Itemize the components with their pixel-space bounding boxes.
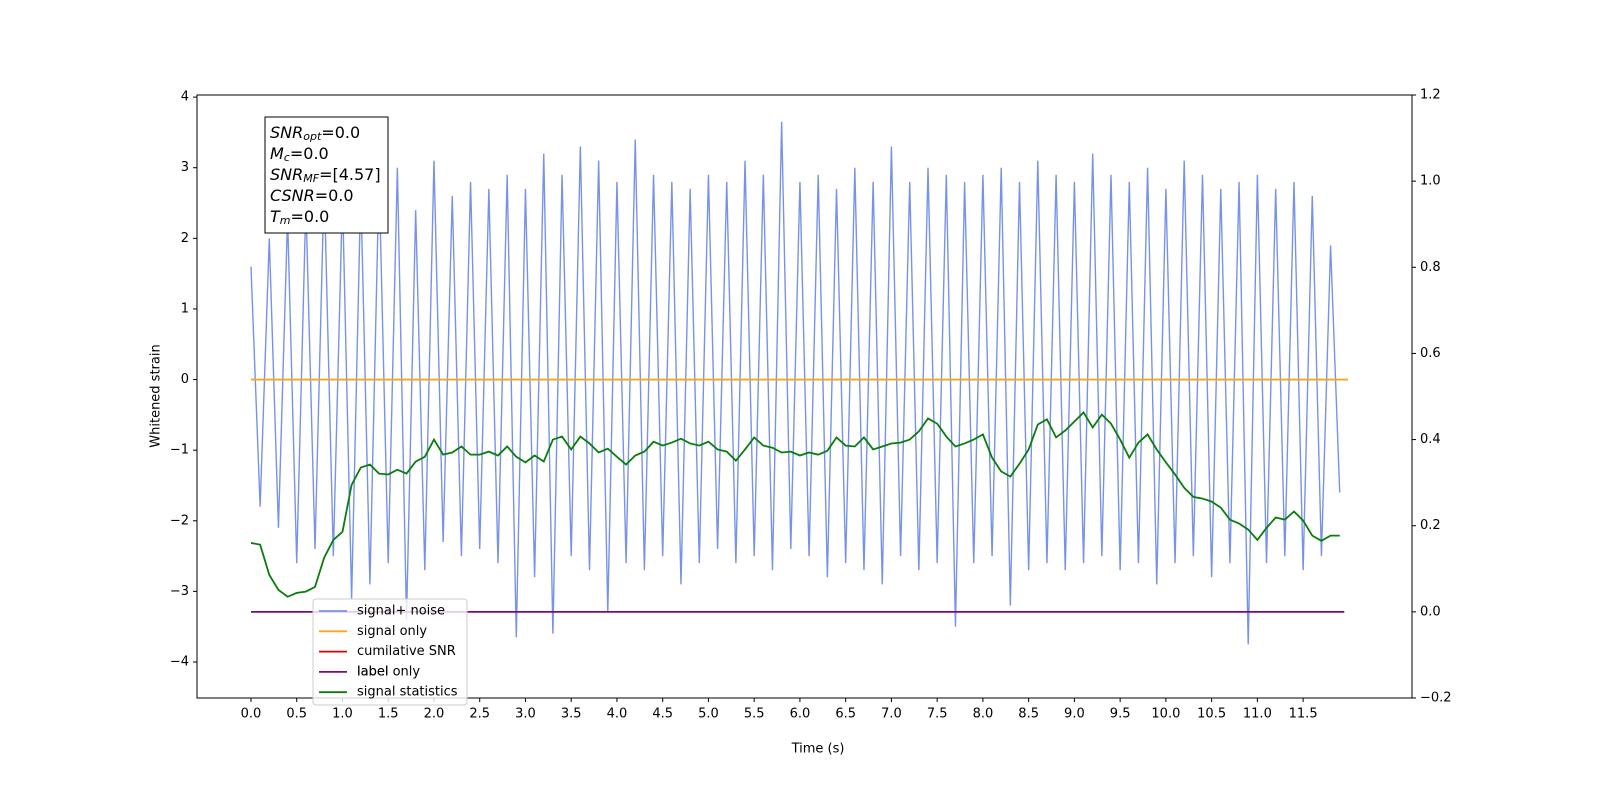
x-tick-label: 11.0 xyxy=(1243,707,1272,722)
y-tick-label: −2 xyxy=(170,513,189,528)
x-tick-label: 3.5 xyxy=(561,707,582,722)
annotation-symbol: SNR xyxy=(270,123,303,142)
x-tick-label: 10.0 xyxy=(1151,707,1180,722)
annotation: CSNR=0.0 xyxy=(270,186,354,205)
x-tick-label: 1.0 xyxy=(332,707,353,722)
y-tick-label: 4 xyxy=(181,90,189,105)
x-tick-label: 10.5 xyxy=(1197,707,1226,722)
legend-label: signal+ noise xyxy=(357,604,445,619)
x-tick-label: 5.5 xyxy=(744,707,765,722)
x-tick-label: 2.5 xyxy=(469,707,490,722)
annotation-box: SNRopt=0.0Mc=0.0SNRMF=[4.57]CSNR=0.0Tm=0… xyxy=(264,116,389,234)
series-line xyxy=(250,410,1340,598)
y-tick-label: 1 xyxy=(181,301,189,316)
legend-frame xyxy=(312,598,468,706)
x-tick-label: 5.0 xyxy=(698,707,719,722)
x-tick-label: 11.5 xyxy=(1289,707,1318,722)
x-tick-label: 6.5 xyxy=(835,707,856,722)
annotation-subscript: opt xyxy=(303,130,322,143)
x-tick-label: 4.0 xyxy=(607,707,628,722)
legend: signal+ noise signal only cumilative SNR la… xyxy=(312,598,468,706)
y-tick-label: 0 xyxy=(181,372,189,387)
y-tick-label: −3 xyxy=(170,584,189,599)
annotation-symbol: SNR xyxy=(270,165,303,184)
annotation-value: =0.0 xyxy=(290,144,329,163)
annotation-subscript: c xyxy=(284,151,290,164)
y2-tick-label: 0.8 xyxy=(1420,260,1441,275)
y-axis-label: Whitened strain xyxy=(149,344,164,447)
x-tick-label: 0.5 xyxy=(286,707,307,722)
legend-label: cumilative SNR xyxy=(357,644,456,659)
y-tick-label: 2 xyxy=(181,231,189,246)
y2-tick-label: 0.0 xyxy=(1420,604,1441,619)
annotation-subscript: MF xyxy=(303,172,319,185)
y2-tick-label: 1.0 xyxy=(1420,174,1441,189)
y2-tick-label: 0.6 xyxy=(1420,346,1441,361)
annotation: Tm=0.0 xyxy=(270,207,329,228)
y2-tick-label: 0.4 xyxy=(1420,432,1441,447)
y2-tick-label: −0.2 xyxy=(1420,691,1452,706)
annotation-value: =[4.57] xyxy=(319,165,381,184)
x-tick-label: 2.0 xyxy=(424,707,445,722)
annotation-subscript: m xyxy=(280,214,291,227)
annotation: SNRopt=0.0 xyxy=(270,123,360,144)
legend-label: signal statistics xyxy=(357,685,458,700)
annotation-value: =0.0 xyxy=(315,186,354,205)
y-tick-label: 3 xyxy=(181,160,189,175)
x-tick-label: 7.0 xyxy=(881,707,902,722)
y2-tick-label: 1.2 xyxy=(1420,88,1441,103)
y-tick-label: −4 xyxy=(170,654,189,669)
annotation-symbol: M xyxy=(270,144,284,163)
legend-label: signal only xyxy=(357,624,427,639)
x-tick-label: 9.5 xyxy=(1110,707,1131,722)
annotation-value: =0.0 xyxy=(321,123,360,142)
x-tick-label: 8.5 xyxy=(1018,707,1039,722)
x-tick-label: 0.0 xyxy=(241,707,262,722)
x-tick-label: 9.0 xyxy=(1064,707,1085,722)
annotation: Mc=0.0 xyxy=(270,144,329,165)
x-tick-label: 3.0 xyxy=(515,707,536,722)
x-tick-label: 7.5 xyxy=(927,707,948,722)
y2-tick-label: 0.2 xyxy=(1420,518,1441,533)
series-line xyxy=(250,121,1341,645)
y-tick-label: −1 xyxy=(170,443,189,458)
annotation-symbol: CSNR xyxy=(270,186,315,205)
plot-frame xyxy=(196,94,1413,699)
x-tick-label: 6.0 xyxy=(790,707,811,722)
x-axis-label: Time (s) xyxy=(791,742,845,757)
annotation: SNRMF=[4.57] xyxy=(270,165,381,186)
x-tick-label: 8.0 xyxy=(973,707,994,722)
annotation-value: =0.0 xyxy=(291,207,330,226)
legend-label: label xyxy=(357,664,388,679)
x-tick-label: 1.5 xyxy=(378,707,399,722)
annotation-frame xyxy=(264,116,389,234)
legend-label: label only xyxy=(357,664,420,679)
x-tick-label: 4.5 xyxy=(652,707,673,722)
annotation-symbol: T xyxy=(270,207,281,226)
